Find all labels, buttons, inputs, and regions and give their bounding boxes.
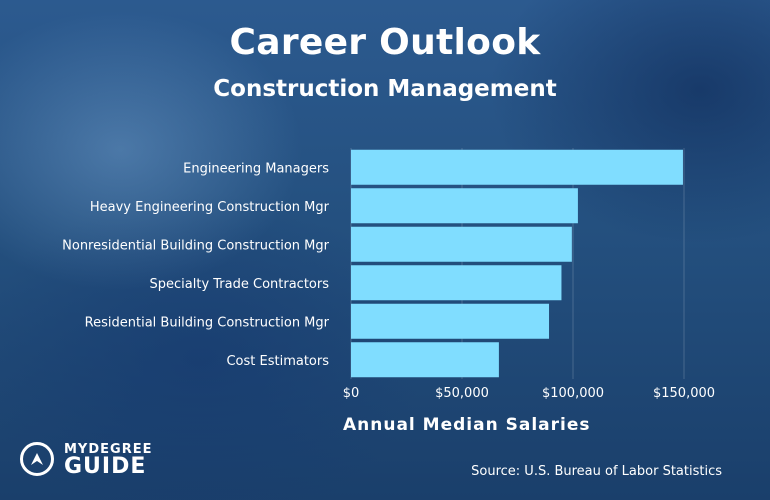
bar [351, 149, 683, 185]
bar [351, 303, 550, 339]
bar [351, 188, 578, 224]
chart-title: Career Outlook [229, 22, 541, 63]
chart-subtitle: Construction Management [213, 76, 557, 102]
logo-text-bottom: GUIDE [64, 454, 147, 479]
mydegreeguide-logo: MYDEGREE GUIDE [20, 440, 190, 484]
source-note: Source: U.S. Bureau of Labor Statistics [471, 464, 722, 479]
x-tick-label: $150,000 [653, 386, 715, 401]
bar [351, 342, 499, 378]
x-tick-label: $100,000 [542, 386, 604, 401]
bar [351, 265, 562, 301]
category-label: Nonresidential Building Construction Mgr [62, 238, 330, 253]
x-tick-label: $0 [343, 386, 360, 401]
x-tick-label: $50,000 [435, 386, 489, 401]
x-tick-labels: $0 $50,000 $100,000 $150,000 [343, 386, 715, 401]
category-label: Engineering Managers [183, 161, 329, 176]
bars [351, 149, 683, 378]
grid-lines [350, 148, 685, 379]
category-label: Residential Building Construction Mgr [85, 315, 330, 330]
category-label: Cost Estimators [226, 354, 329, 369]
category-labels: Engineering Managers Heavy Engineering Co… [62, 161, 330, 369]
x-axis-label: Annual Median Salaries [343, 415, 591, 435]
category-label: Heavy Engineering Construction Mgr [90, 200, 330, 215]
category-label: Specialty Trade Contractors [150, 277, 330, 292]
bar [351, 226, 572, 262]
logo-text-top: MYDEGREE [64, 442, 153, 457]
compass-icon [20, 442, 54, 476]
